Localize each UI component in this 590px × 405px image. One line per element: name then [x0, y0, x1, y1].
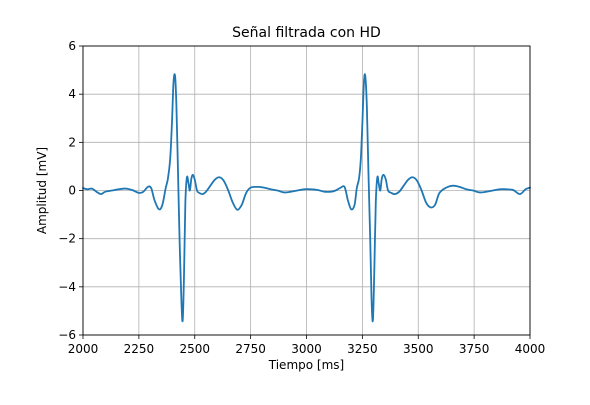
y-axis-label: Amplitud [mV]: [35, 147, 49, 234]
x-axis-ticks: 2000 2250 2500 2750 3000 3250 3500 3750 4000: [68, 335, 546, 356]
x-tick-label: 2250: [124, 342, 155, 356]
x-tick-label: 3000: [291, 342, 322, 356]
y-tick-label: −2: [58, 232, 76, 246]
plot-area: [82, 73, 531, 323]
x-tick-label: 2750: [235, 342, 266, 356]
y-tick-label: 4: [68, 87, 76, 101]
chart-title: Señal filtrada con HD: [232, 25, 381, 41]
x-tick-label: 3750: [459, 342, 490, 356]
y-tick-label: 6: [68, 39, 76, 53]
x-tick-label: 3500: [403, 342, 434, 356]
series-line: [82, 73, 531, 323]
x-tick-label: 2500: [179, 342, 210, 356]
y-tick-label: −4: [58, 280, 76, 294]
y-axis-ticks: −6 −4 −2 0 2 4 6: [58, 39, 83, 342]
x-tick-label: 2000: [68, 342, 99, 356]
x-tick-label: 3250: [347, 342, 378, 356]
y-tick-label: 2: [68, 135, 76, 149]
x-tick-label: 4000: [515, 342, 546, 356]
y-tick-label: 0: [68, 184, 76, 198]
y-tick-label: −6: [58, 328, 76, 342]
x-axis-label: Tiempo [ms]: [268, 358, 344, 372]
